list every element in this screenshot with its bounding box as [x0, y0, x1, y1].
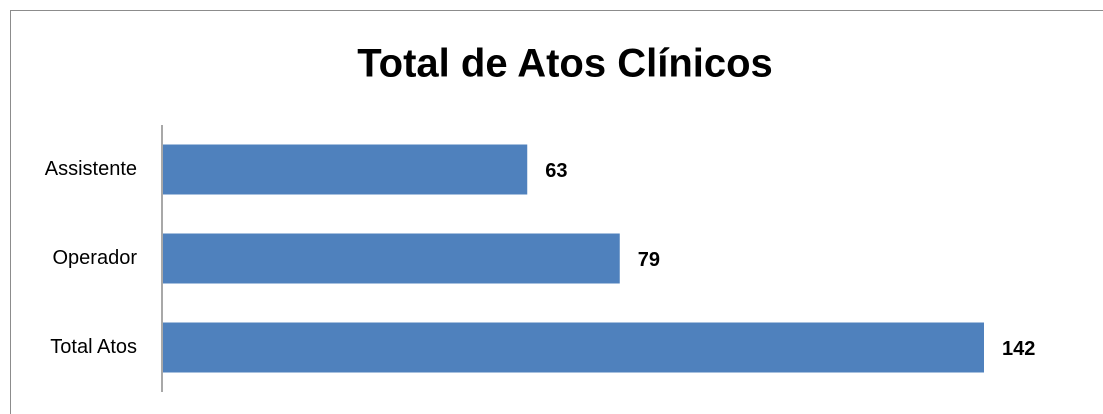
data-label: 79 [638, 249, 660, 271]
y-tick-label: Operador [53, 247, 138, 269]
data-label: 142 [1002, 338, 1035, 360]
y-tick-label: Total Atos [50, 336, 137, 358]
chart-title: Total de Atos Clínicos [357, 42, 773, 86]
data-label: 63 [545, 160, 567, 182]
y-tick-label: Assistente [45, 158, 137, 180]
bar [163, 233, 620, 284]
bar [163, 322, 984, 373]
bar [163, 144, 528, 195]
